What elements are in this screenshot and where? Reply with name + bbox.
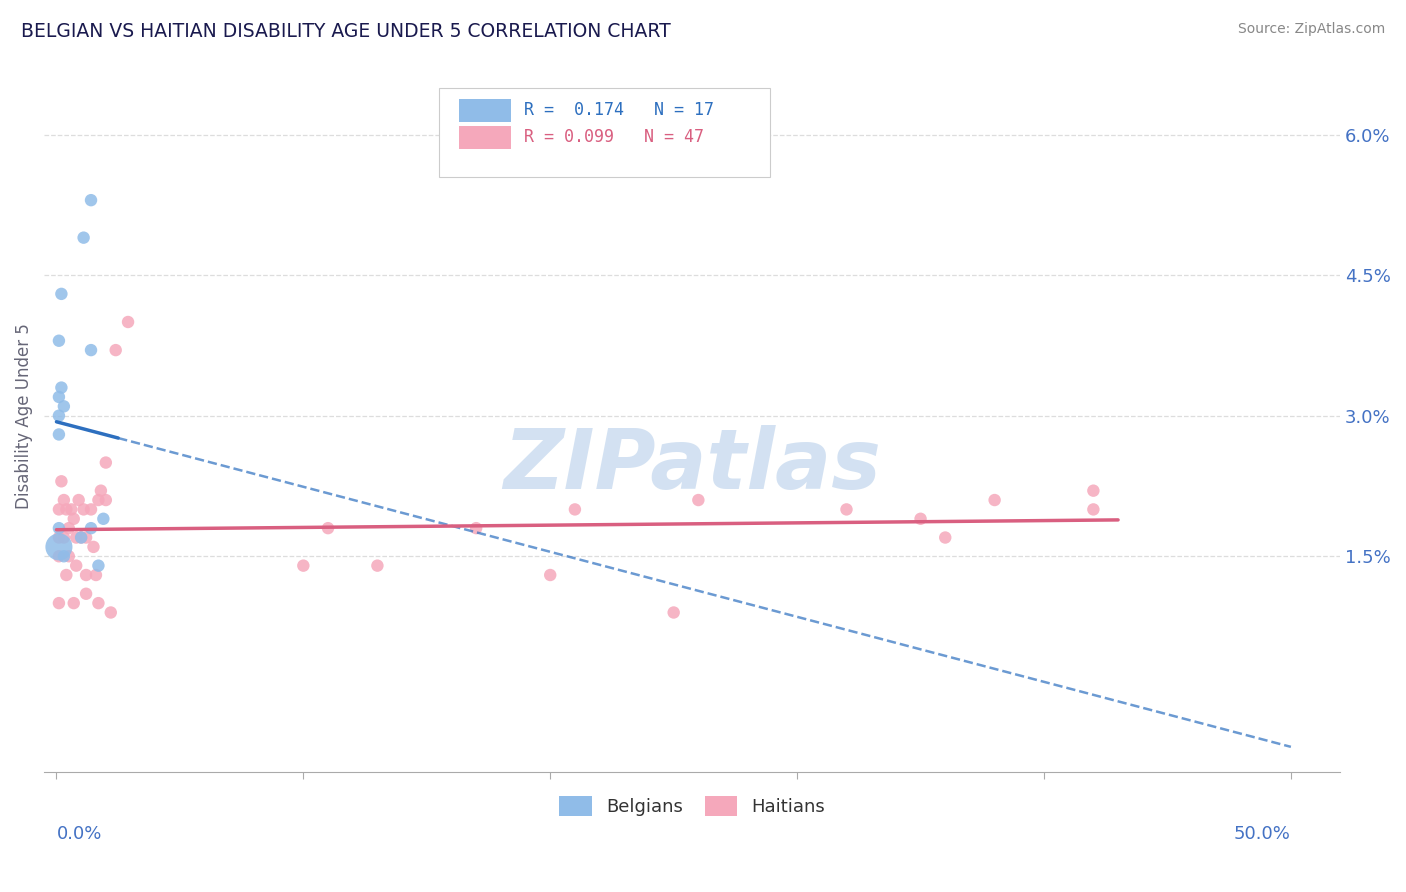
Point <box>94 456 117 470</box>
Point <box>564 502 586 516</box>
Point <box>48 549 70 564</box>
Point <box>52 493 75 508</box>
Point <box>72 502 94 516</box>
Point <box>55 568 77 582</box>
Point <box>70 531 93 545</box>
Point <box>48 531 70 545</box>
Point <box>80 502 103 516</box>
Point <box>366 558 388 573</box>
Point <box>93 512 115 526</box>
Text: 50.0%: 50.0% <box>1234 825 1291 843</box>
Point <box>58 521 80 535</box>
FancyBboxPatch shape <box>458 126 510 149</box>
Point <box>48 596 70 610</box>
Point <box>48 390 70 404</box>
Point <box>87 596 110 610</box>
Point <box>48 334 70 348</box>
Point <box>51 381 73 395</box>
Text: Source: ZipAtlas.com: Source: ZipAtlas.com <box>1237 22 1385 37</box>
Point <box>910 512 932 526</box>
Point <box>94 493 117 508</box>
Point <box>62 596 84 610</box>
Point <box>75 568 97 582</box>
Point <box>65 558 87 573</box>
Point <box>67 493 90 508</box>
FancyBboxPatch shape <box>458 99 510 121</box>
Point <box>934 531 956 545</box>
Point <box>80 343 103 357</box>
Point <box>84 568 107 582</box>
Point <box>80 193 103 207</box>
Text: ZIPatlas: ZIPatlas <box>503 425 882 506</box>
Point <box>538 568 561 582</box>
Point <box>48 427 70 442</box>
Text: BELGIAN VS HAITIAN DISABILITY AGE UNDER 5 CORRELATION CHART: BELGIAN VS HAITIAN DISABILITY AGE UNDER … <box>21 22 671 41</box>
Point <box>62 512 84 526</box>
Point <box>87 558 110 573</box>
Point <box>60 502 83 516</box>
Text: R =  0.174   N = 17: R = 0.174 N = 17 <box>523 101 714 120</box>
Point <box>72 230 94 244</box>
Point <box>52 400 75 414</box>
Point <box>688 493 710 508</box>
Point <box>835 502 858 516</box>
FancyBboxPatch shape <box>440 88 770 178</box>
Point <box>55 502 77 516</box>
Point <box>80 521 103 535</box>
Point <box>51 475 73 489</box>
Point <box>48 521 70 535</box>
Point <box>75 531 97 545</box>
Point <box>1083 502 1105 516</box>
Point <box>100 606 122 620</box>
Point <box>662 606 685 620</box>
Point <box>316 521 339 535</box>
Point <box>48 409 70 423</box>
Point <box>82 540 104 554</box>
Text: R = 0.099   N = 47: R = 0.099 N = 47 <box>523 128 703 146</box>
Point <box>65 531 87 545</box>
Text: 0.0%: 0.0% <box>56 825 101 843</box>
Point <box>52 549 75 564</box>
Point <box>292 558 315 573</box>
Point <box>75 587 97 601</box>
Point <box>87 493 110 508</box>
Point <box>117 315 139 329</box>
Point <box>48 540 70 554</box>
Point <box>52 531 75 545</box>
Point <box>465 521 488 535</box>
Point <box>48 502 70 516</box>
Point <box>70 531 93 545</box>
Legend: Belgians, Haitians: Belgians, Haitians <box>553 789 832 823</box>
Point <box>104 343 127 357</box>
Point <box>1083 483 1105 498</box>
Point <box>90 483 112 498</box>
Y-axis label: Disability Age Under 5: Disability Age Under 5 <box>15 323 32 508</box>
Point <box>51 286 73 301</box>
Point <box>983 493 1005 508</box>
Point <box>58 549 80 564</box>
